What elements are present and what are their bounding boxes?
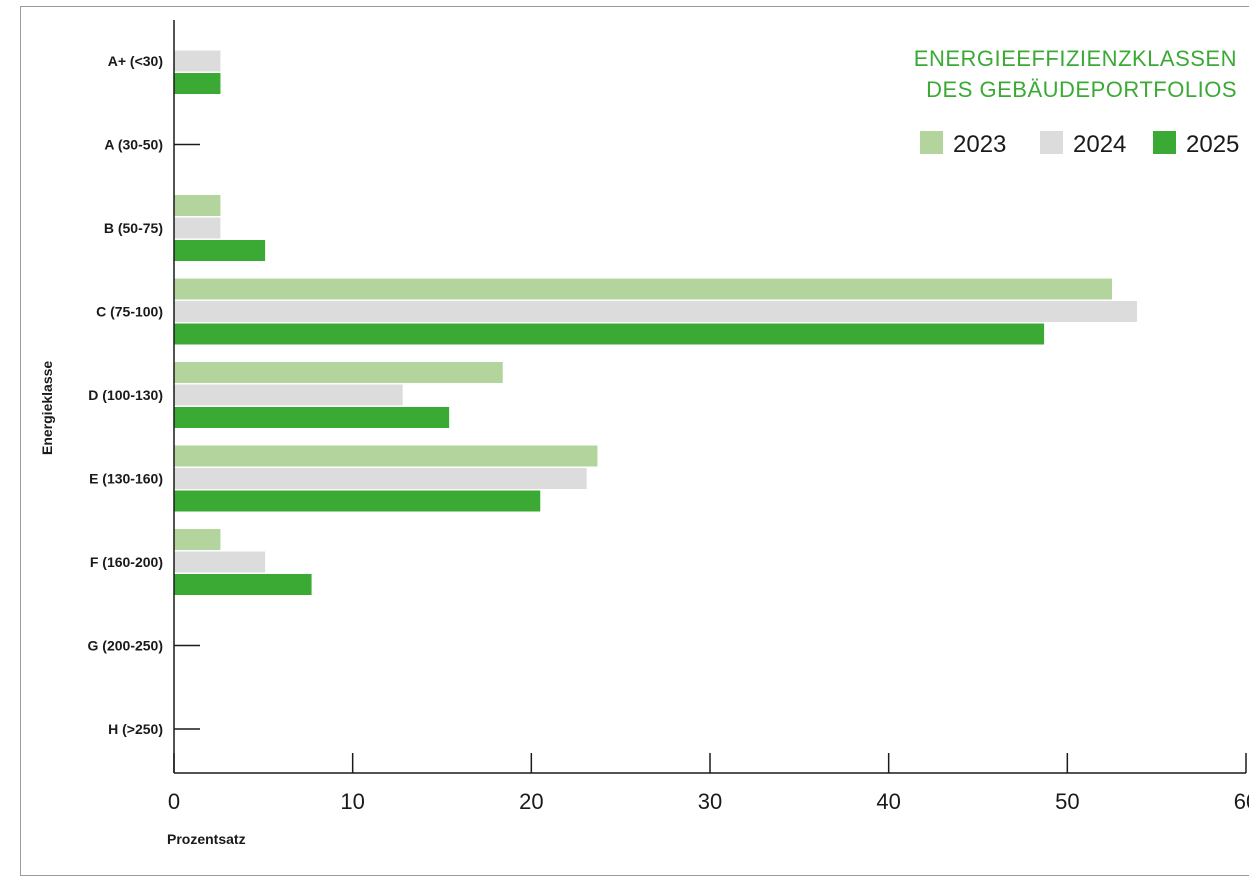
chart-title-line-2: DES GEBÄUDEPORTFOLIOS [926, 77, 1237, 102]
x-tick-label: 10 [340, 789, 364, 814]
x-axis-title: Prozentsatz [167, 831, 246, 847]
x-tick-label: 0 [168, 789, 180, 814]
bar-2025 [174, 73, 221, 94]
bar-2024 [174, 468, 587, 489]
x-tick-label: 40 [876, 789, 900, 814]
legend-swatch-2025 [1153, 131, 1176, 154]
category-label: D (100-130) [88, 387, 163, 403]
category-label: A+ (<30) [108, 53, 163, 69]
bar-2025 [174, 240, 266, 261]
legend-label-2025: 2025 [1186, 131, 1239, 158]
x-tick-label: 60 [1234, 789, 1249, 814]
bar-2023 [174, 362, 503, 383]
bar-2024 [174, 301, 1138, 322]
legend-label-2023: 2023 [953, 131, 1006, 158]
bar-2023 [174, 278, 1112, 300]
bar-2025 [174, 323, 1045, 345]
chart-title-line-1: ENERGIEEFFIZIENZKLASSEN [914, 46, 1237, 71]
bar-2024 [174, 384, 403, 406]
bars-layer [174, 50, 1138, 595]
bar-2025 [174, 574, 312, 595]
category-label: G (200-250) [88, 638, 163, 654]
bar-2024 [174, 217, 221, 239]
x-tick-label: 20 [519, 789, 543, 814]
bar-2024 [174, 551, 266, 573]
legend-swatch-2023 [920, 131, 943, 154]
bar-2023 [174, 529, 221, 550]
bar-2025 [174, 490, 541, 512]
bar-2023 [174, 195, 221, 216]
category-label: E (130-160) [89, 471, 163, 487]
y-axis: A+ (<30) A (30-50) B (50-75) C (75-100) D (1… [88, 20, 200, 773]
category-label: A (30-50) [104, 137, 163, 153]
bar-2025 [174, 407, 450, 428]
x-tick-label: 50 [1055, 789, 1079, 814]
x-tick-label: 30 [698, 789, 722, 814]
legend: 2023 2024 2025 [920, 131, 1239, 158]
bar-2024 [174, 50, 221, 72]
category-label: H (>250) [108, 721, 163, 737]
y-axis-title: Energieklasse [39, 361, 55, 455]
category-label: B (50-75) [104, 220, 163, 236]
category-label: C (75-100) [96, 304, 163, 320]
category-label: F (160-200) [90, 554, 163, 570]
legend-label-2024: 2024 [1073, 131, 1126, 158]
x-axis: 0 10 20 30 40 50 60 [168, 753, 1249, 814]
bar-2023 [174, 445, 598, 467]
legend-swatch-2024 [1040, 131, 1063, 154]
